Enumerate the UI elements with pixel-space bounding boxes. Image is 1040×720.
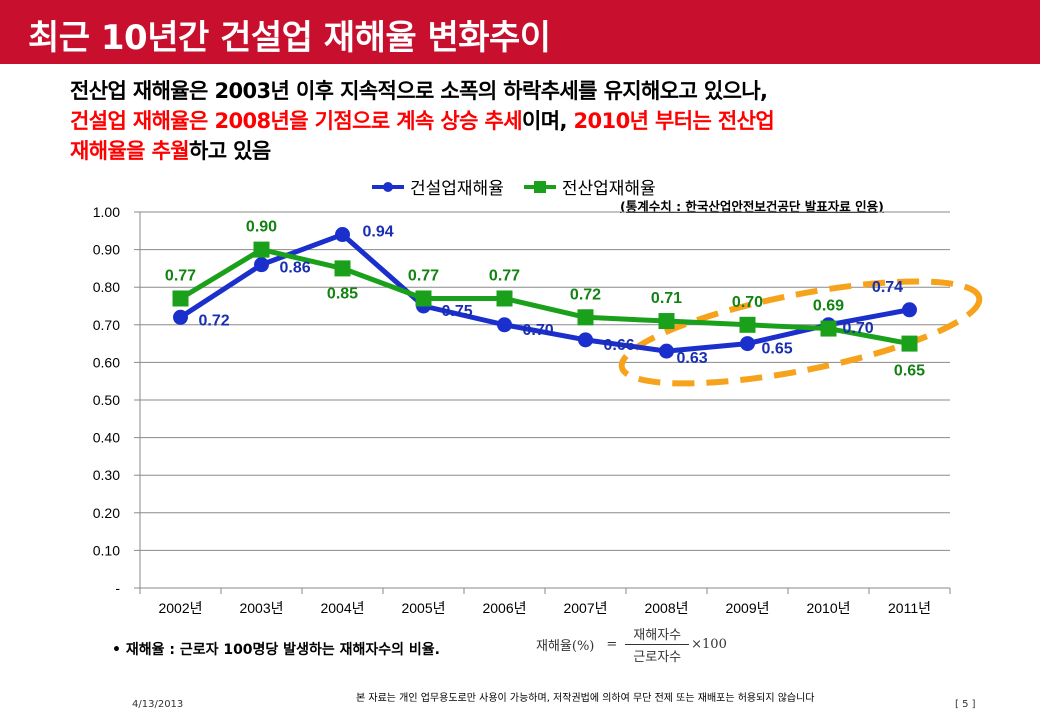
legend-item-all-industry: 전산업재해율	[522, 174, 656, 199]
data-label-all-industry: 0.77	[489, 267, 520, 284]
data-label-construction: 0.74	[872, 279, 903, 296]
legend-label-construction: 건설업재해율	[410, 179, 504, 199]
y-tick-label: 0.50	[93, 392, 120, 408]
data-label-construction: 0.94	[363, 224, 394, 241]
x-tick-label: 2005년	[401, 600, 445, 616]
summary-line-1: 전산업 재해율은 2003년 이후 지속적으로 소폭의 하락추세를 유지해오고 …	[70, 79, 768, 103]
summary-line-3: 재해율을 추월하고 있음	[70, 136, 990, 166]
title-bar: 최근 10년간 건설업 재해율 변화추이	[0, 0, 1040, 64]
summary-connector: 이며,	[522, 109, 574, 133]
marker-all-industry	[739, 316, 756, 333]
x-tick-label: 2010년	[806, 600, 850, 616]
data-label-construction: 0.65	[762, 341, 793, 358]
marker-all-industry	[658, 313, 675, 330]
data-label-all-industry: 0.90	[246, 219, 277, 236]
marker-construction	[173, 309, 188, 325]
y-tick-label: 0.30	[93, 467, 120, 483]
marker-construction	[578, 332, 593, 348]
legend-item-construction: 건설업재해율	[370, 174, 504, 199]
x-tick-label: 2011년	[888, 600, 931, 616]
y-tick-label: 0.80	[93, 279, 120, 295]
x-tick-label: 2004년	[320, 600, 364, 616]
data-label-all-industry: 0.70	[732, 294, 763, 311]
footer-date: 4/13/2013	[132, 699, 184, 710]
marker-all-industry	[577, 309, 594, 326]
chart-legend: 건설업재해율 전산업재해율	[370, 174, 674, 199]
marker-all-industry	[496, 290, 513, 307]
summary-emphasis-construction-rise: 건설업 재해율은 2008년을 기점으로 계속 상승 추세	[70, 109, 523, 133]
formula-multiplier: ×100	[691, 637, 727, 652]
formula-equals: =	[606, 637, 618, 652]
data-label-all-industry: 0.69	[813, 298, 844, 315]
data-label-all-industry: 0.65	[894, 363, 925, 380]
y-tick-label: 0.10	[93, 542, 120, 558]
page-number: [ 5 ]	[955, 699, 976, 710]
marker-construction	[902, 302, 917, 318]
square-marker-icon	[523, 180, 556, 193]
highlight-ellipse	[618, 278, 983, 387]
data-label-construction: 0.86	[280, 260, 311, 277]
data-label-all-industry: 0.71	[651, 290, 682, 307]
series-line-construction	[179, 232, 910, 354]
marker-all-industry	[415, 290, 432, 307]
data-label-construction: 0.66	[604, 337, 635, 354]
data-label-construction: 0.72	[199, 312, 230, 329]
legend-label-all-industry: 전산업재해율	[561, 179, 656, 199]
y-tick-label: 0.40	[93, 430, 120, 446]
formula-denominator: 근로자수	[633, 650, 682, 665]
x-tick-label: 2007년	[563, 600, 607, 616]
summary-line-2: 건설업 재해율은 2008년을 기점으로 계속 상승 추세이며, 2010년 부…	[70, 106, 990, 136]
summary-emphasis-2010: 2010년 부터는 전산업	[573, 109, 775, 133]
data-label-all-industry: 0.85	[327, 285, 358, 302]
y-tick-label: 1.00	[93, 204, 120, 220]
formula-numerator: 재해자수	[625, 624, 690, 645]
data-label-construction: 0.63	[677, 350, 708, 367]
marker-all-industry	[334, 260, 351, 277]
marker-all-industry	[901, 335, 918, 352]
data-label-construction: 0.70	[523, 322, 554, 339]
data-label-construction: 0.70	[843, 320, 874, 337]
marker-construction	[335, 227, 350, 243]
x-tick-label: 2008년	[644, 600, 688, 616]
data-label-all-industry: 0.77	[408, 267, 439, 284]
x-tick-label: 2002년	[158, 600, 202, 616]
footer-notice: 본 자료는 개인 업무용도로만 사용이 가능하며, 저작권법에 의하여 무단 전…	[356, 693, 815, 704]
accident-rate-formula: 재해율(%) = 재해자수 근로자수 ×100	[536, 624, 727, 665]
page-title: 최근 10년간 건설업 재해율 변화추이	[28, 18, 551, 58]
x-tick-label: 2003년	[239, 600, 283, 616]
marker-construction	[659, 343, 674, 359]
data-label-all-industry: 0.72	[570, 286, 601, 303]
circle-marker-icon	[372, 181, 404, 192]
marker-all-industry	[253, 241, 270, 258]
y-tick-label: 0.20	[93, 505, 120, 521]
marker-construction	[254, 257, 269, 273]
marker-construction	[497, 317, 512, 333]
y-tick-label: -	[115, 580, 120, 596]
summary-text: 전산업 재해율은 2003년 이후 지속적으로 소폭의 하락추세를 유지해오고 …	[70, 76, 990, 166]
y-tick-label: 0.60	[93, 354, 120, 370]
summary-emphasis-overtake: 재해율을 추월	[70, 139, 190, 163]
footnote-text: 재해율 : 근로자 100명당 발생하는 재해자수의 비율.	[125, 642, 440, 658]
marker-construction	[740, 336, 755, 352]
bullet-icon: •	[112, 642, 121, 658]
source-note: (통계수치 : 한국산업안전보건공단 발표자료 인용)	[620, 199, 884, 214]
data-label-construction: 0.75	[442, 303, 473, 320]
marker-all-industry	[820, 320, 837, 337]
series-line-all-industry	[179, 247, 910, 347]
footnote: • 재해율 : 근로자 100명당 발생하는 재해자수의 비율.	[112, 639, 440, 659]
x-tick-label: 2009년	[725, 600, 769, 616]
x-tick-label: 2006년	[482, 600, 526, 616]
marker-all-industry	[172, 290, 189, 307]
y-tick-label: 0.90	[93, 242, 120, 258]
data-label-all-industry: 0.77	[165, 267, 196, 284]
formula-fraction: 재해자수 근로자수	[625, 624, 690, 665]
y-tick-label: 0.70	[93, 317, 120, 333]
formula-lhs: 재해율(%)	[536, 639, 595, 654]
summary-tail: 하고 있음	[189, 139, 271, 163]
